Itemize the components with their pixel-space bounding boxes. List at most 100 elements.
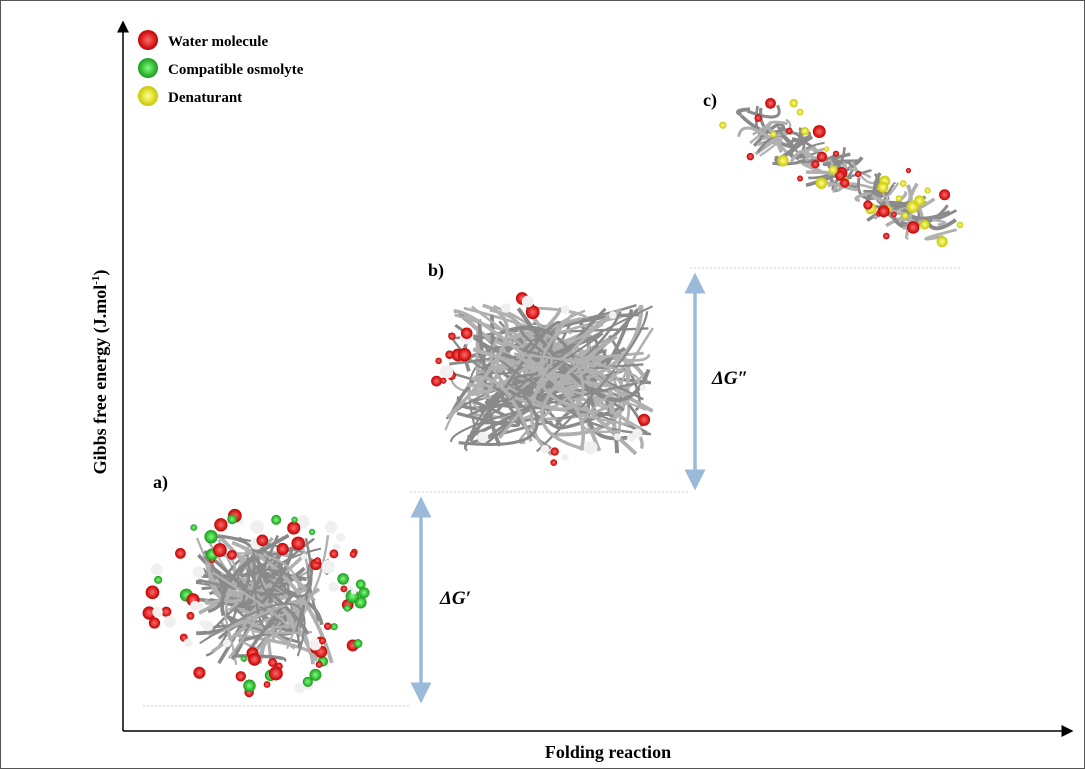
molecule: [835, 170, 846, 181]
molecule: [901, 212, 909, 219]
molecule: [895, 195, 903, 202]
molecule: [309, 638, 322, 651]
molecule: [777, 155, 789, 167]
molecule: [796, 108, 804, 116]
ribbon: [259, 537, 313, 598]
molecule: [816, 151, 828, 162]
protein-illustrations: [142, 97, 964, 698]
molecule: [190, 600, 200, 611]
molecule: [583, 440, 598, 455]
molecule: [540, 444, 550, 454]
ribbon: [831, 152, 860, 163]
molecule: [613, 433, 621, 441]
ribbon: [473, 375, 533, 442]
ribbon: [535, 311, 649, 453]
molecule: [448, 332, 456, 340]
molecule: [800, 126, 810, 136]
ribbon: [453, 309, 638, 456]
molecule: [349, 550, 357, 558]
molecule: [770, 130, 777, 138]
molecule: [521, 295, 534, 308]
molecule: [608, 311, 617, 319]
molecule: [460, 327, 473, 339]
molecule: [501, 303, 511, 313]
molecule: [202, 620, 214, 632]
molecule: [840, 178, 850, 188]
molecule: [329, 549, 339, 559]
molecule: [192, 566, 205, 578]
ribbon: [540, 335, 618, 451]
molecule: [214, 518, 228, 532]
ribbon: [255, 556, 284, 578]
energy-gap-label: ΔG″: [711, 368, 748, 389]
molecule: [163, 615, 176, 628]
y-axis-label: Gibbs free energy (J.mol-1): [90, 270, 111, 475]
ribbon: [755, 105, 764, 140]
ribbon: [241, 534, 280, 608]
ribbon: [550, 356, 630, 437]
molecule: [240, 655, 247, 662]
molecule: [287, 521, 301, 535]
molecule: [439, 365, 454, 379]
state-label: a): [153, 472, 168, 493]
molecule: [145, 585, 160, 600]
x-axis-label: Folding reaction: [545, 742, 671, 762]
molecule: [314, 557, 322, 565]
molecule: [550, 459, 558, 466]
y-axis-label-close: ): [90, 270, 111, 276]
molecule: [719, 121, 727, 129]
molecule: [321, 560, 335, 574]
molecule: [811, 160, 820, 169]
ribbon: [241, 601, 275, 641]
molecule: [142, 606, 156, 620]
molecule: [797, 175, 804, 182]
molecule: [175, 548, 186, 559]
ribbon: [789, 149, 810, 163]
ribbon: [199, 602, 306, 657]
molecule: [336, 532, 346, 542]
ribbon: [252, 549, 278, 629]
legend-label: Denaturant: [168, 90, 242, 106]
ribbon: [513, 352, 641, 385]
molecule: [243, 679, 256, 693]
molecule: [263, 681, 271, 688]
ribbon: [924, 228, 958, 241]
molecule: [291, 516, 298, 523]
molecule: [891, 211, 897, 218]
molecule: [550, 447, 559, 456]
molecule: [190, 524, 198, 531]
ribbon: [776, 125, 818, 156]
ribbon: [264, 597, 286, 664]
molecule: [877, 205, 890, 218]
ribbon: [746, 104, 781, 119]
molecule: [905, 167, 912, 174]
ribbon: [523, 311, 622, 407]
molecule: [294, 682, 306, 694]
molecule: [248, 652, 261, 666]
molecule: [815, 177, 828, 189]
molecule: [639, 384, 647, 392]
molecule: [328, 581, 339, 592]
molecule: [222, 639, 231, 648]
molecule: [308, 528, 316, 536]
legend-swatch: [138, 58, 158, 78]
molecule: [746, 152, 755, 161]
molecule: [212, 543, 227, 557]
molecule: [250, 520, 265, 534]
molecule: [638, 413, 651, 426]
molecule: [877, 181, 889, 193]
molecule: [154, 575, 163, 584]
molecule: [812, 125, 826, 139]
molecule: [315, 661, 323, 668]
molecule: [309, 668, 322, 681]
molecule: [353, 639, 363, 648]
molecule: [457, 347, 472, 362]
molecule: [525, 305, 540, 320]
molecule: [854, 170, 862, 178]
ribbon: [225, 552, 302, 650]
molecule: [186, 611, 195, 620]
molecule: [832, 150, 840, 157]
state-label: c): [703, 90, 717, 111]
molecule: [939, 189, 951, 201]
molecule: [956, 221, 964, 229]
